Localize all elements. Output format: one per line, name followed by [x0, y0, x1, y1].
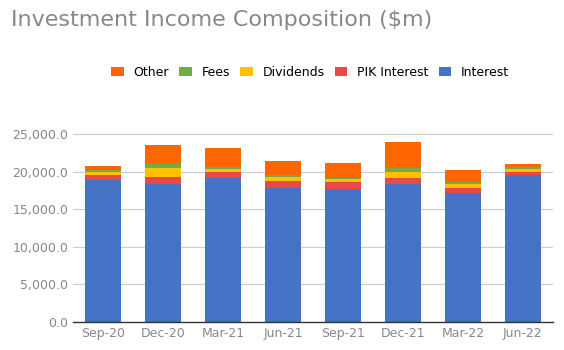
Bar: [85, 180, 121, 322]
Bar: [265, 177, 301, 181]
Bar: [85, 170, 121, 172]
Bar: [385, 168, 421, 173]
Bar: [325, 179, 361, 182]
Bar: [205, 173, 241, 178]
Bar: [146, 145, 181, 164]
Bar: [505, 172, 541, 175]
Bar: [265, 188, 301, 322]
Bar: [265, 181, 301, 188]
Legend: Other, Fees, Dividends, PIK Interest, Interest: Other, Fees, Dividends, PIK Interest, In…: [111, 66, 509, 79]
Bar: [205, 169, 241, 173]
Bar: [85, 166, 121, 170]
Bar: [146, 168, 181, 177]
Bar: [445, 188, 481, 194]
Bar: [146, 164, 181, 168]
Bar: [385, 178, 421, 184]
Bar: [205, 167, 241, 169]
Bar: [325, 178, 361, 179]
Bar: [205, 148, 241, 167]
Bar: [505, 169, 541, 172]
Bar: [325, 189, 361, 322]
Bar: [325, 163, 361, 178]
Bar: [385, 184, 421, 322]
Bar: [205, 178, 241, 322]
Bar: [505, 164, 541, 167]
Bar: [505, 175, 541, 322]
Bar: [146, 184, 181, 322]
Bar: [146, 177, 181, 184]
Bar: [325, 182, 361, 189]
Bar: [505, 167, 541, 169]
Bar: [85, 175, 121, 180]
Bar: [445, 194, 481, 322]
Bar: [445, 170, 481, 182]
Bar: [385, 142, 421, 168]
Bar: [445, 184, 481, 188]
Bar: [85, 172, 121, 175]
Text: Investment Income Composition ($m): Investment Income Composition ($m): [11, 10, 433, 30]
Bar: [385, 173, 421, 179]
Bar: [265, 161, 301, 175]
Bar: [265, 175, 301, 177]
Bar: [445, 182, 481, 184]
